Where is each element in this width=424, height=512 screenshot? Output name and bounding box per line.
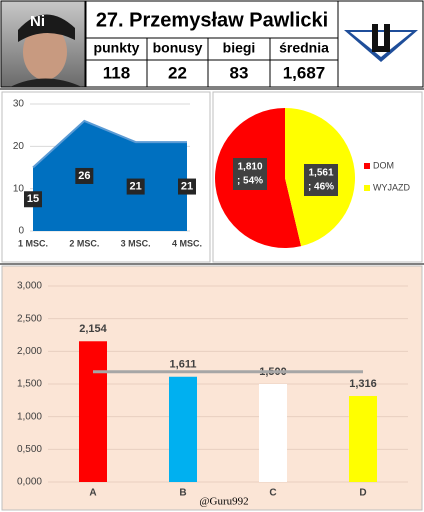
bar bbox=[79, 341, 107, 482]
y-tick-label: 0,500 bbox=[17, 444, 42, 455]
logo bbox=[344, 24, 418, 62]
x-tick-label: 2 MSC. bbox=[69, 238, 99, 248]
x-tick-label: 3 MSC. bbox=[121, 238, 151, 248]
stat-label: bonusy bbox=[153, 40, 203, 56]
y-tick-label: 1,500 bbox=[17, 379, 42, 390]
data-label-box bbox=[178, 178, 196, 195]
y-tick-label: 30 bbox=[13, 99, 25, 110]
data-label: 15 bbox=[27, 193, 39, 205]
legend-label: DOM bbox=[373, 160, 394, 170]
bar bbox=[259, 384, 287, 482]
stat-value: 83 bbox=[230, 63, 249, 82]
data-label: 26 bbox=[78, 170, 90, 182]
bar bbox=[169, 376, 197, 482]
area bbox=[33, 120, 187, 231]
legend-label: WYJAZD bbox=[373, 182, 410, 192]
y-tick-label: 20 bbox=[13, 141, 25, 152]
data-label-box bbox=[304, 164, 338, 196]
legend-swatch bbox=[364, 163, 370, 169]
x-tick-label: A bbox=[89, 488, 96, 499]
stat-value: 1,687 bbox=[283, 63, 326, 82]
percent-label: ; 54% bbox=[237, 176, 263, 187]
data-label: 1,561 bbox=[308, 168, 333, 179]
data-label-box bbox=[24, 191, 42, 208]
header-table bbox=[85, 0, 424, 88]
data-label: 1,316 bbox=[349, 378, 377, 390]
area-outline bbox=[32, 119, 187, 169]
y-tick-label: 2,000 bbox=[17, 346, 42, 357]
stat-label: punkty bbox=[94, 40, 140, 56]
stat-value: 22 bbox=[168, 63, 187, 82]
y-tick-label: 3,000 bbox=[17, 281, 42, 292]
photo: Ni bbox=[0, 0, 86, 88]
data-label: 21 bbox=[130, 180, 142, 192]
data-label: 1,611 bbox=[170, 359, 197, 371]
x-tick-label: B bbox=[179, 488, 186, 499]
percent-label: ; 46% bbox=[308, 182, 334, 193]
data-label-box bbox=[75, 167, 94, 184]
y-tick-label: 10 bbox=[13, 183, 25, 194]
annotation: @Guru992 bbox=[199, 496, 248, 508]
x-tick-label: 1 MSC. bbox=[18, 238, 48, 248]
bar bbox=[349, 396, 377, 482]
x-tick-label: D bbox=[359, 488, 366, 499]
x-tick-label: 4 MSC. bbox=[172, 238, 202, 248]
data-label-box bbox=[126, 178, 145, 195]
y-tick-label: 2,500 bbox=[17, 313, 42, 324]
data-label: 2,154 bbox=[79, 323, 107, 335]
y-tick-label: 0,000 bbox=[17, 477, 42, 488]
y-tick-label: 1,000 bbox=[17, 411, 42, 422]
data-label: 21 bbox=[181, 180, 193, 192]
stat-label: średnia bbox=[279, 40, 329, 56]
svg-text:Ni: Ni bbox=[30, 13, 45, 30]
x-tick-label: C bbox=[269, 488, 276, 499]
stat-value: 118 bbox=[103, 63, 130, 82]
data-label: 1,810 bbox=[237, 162, 262, 173]
stat-label: biegi bbox=[223, 40, 256, 56]
legend-swatch bbox=[364, 185, 370, 191]
player-name: 27. Przemysław Pawlicki bbox=[96, 9, 328, 31]
data-label-box bbox=[233, 158, 267, 190]
y-tick-label: 0 bbox=[18, 226, 24, 237]
